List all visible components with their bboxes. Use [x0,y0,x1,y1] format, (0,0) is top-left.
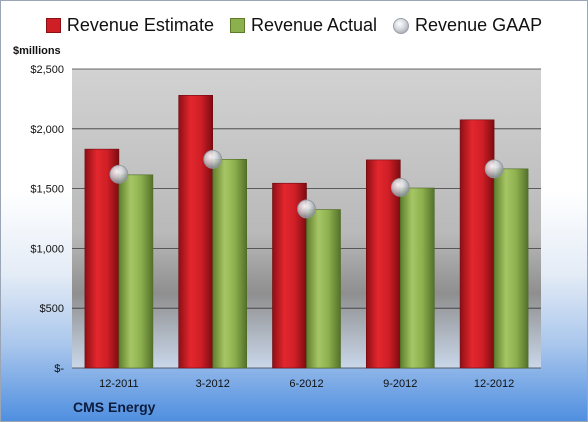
bar-revenue-estimate [84,148,120,369]
x-tick-label: 6-2012 [289,378,323,390]
y-tick-label: $2,500 [30,64,64,76]
bar-revenue-actual [212,158,247,369]
bar-revenue-actual [306,209,341,369]
legend: Revenue Estimate Revenue Actual Revenue … [1,15,587,36]
legend-item-estimate: Revenue Estimate [45,15,214,36]
x-tick-label: 3-2012 [196,378,230,390]
bar-revenue-actual [493,168,529,369]
bar-revenue-estimate [459,119,495,369]
legend-swatch-gaap [393,17,410,34]
legend-label-actual: Revenue Actual [250,15,378,35]
y-tick-label: $1,000 [30,243,64,255]
marker-revenue-gaap [109,164,129,184]
y-tick-label: $- [54,363,64,375]
y-tick-label: $2,000 [30,124,64,136]
legend-swatch-estimate [45,18,61,33]
bar-revenue-estimate [178,95,213,369]
x-tick-label: 9-2012 [383,378,417,390]
y-tick-label: $500 [40,303,64,315]
company-name: CMS Energy [73,399,156,415]
marker-revenue-gaap [484,159,504,179]
legend-label-gaap: Revenue GAAP [415,15,543,35]
bar-revenue-actual [118,174,154,369]
y-axis-unit: $millions [13,45,61,57]
legend-item-actual: Revenue Actual [229,15,378,36]
marker-revenue-gaap [390,178,410,197]
marker-revenue-gaap [297,199,316,219]
bar-revenue-actual [399,187,435,369]
x-tick-label: 12-2012 [474,378,514,390]
legend-item-gaap: Revenue GAAP [393,15,542,36]
x-tick-label: 12-2011 [99,378,139,390]
marker-revenue-gaap [203,149,223,169]
legend-label-estimate: Revenue Estimate [66,15,214,35]
legend-swatch-actual [229,18,245,33]
y-tick-label: $1,500 [30,184,64,196]
